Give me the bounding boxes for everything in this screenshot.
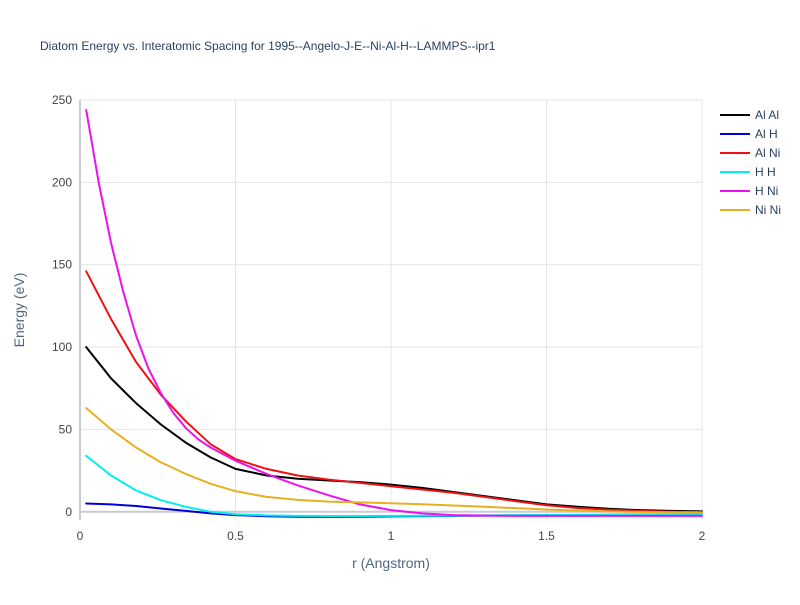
series-line-al-al <box>85 346 703 513</box>
x-tick-label: 2 <box>699 529 706 543</box>
grid-lines <box>80 99 703 520</box>
x-tick-label: 1 <box>388 529 395 543</box>
x-tick-label: 0.5 <box>227 529 244 543</box>
y-tick-label: 100 <box>52 340 72 354</box>
legend-label: Al Al <box>755 108 779 122</box>
x-axis-title: r (Angstrom) <box>352 555 430 571</box>
legend-item-al-ni[interactable]: Al Ni <box>720 146 780 160</box>
y-tick-label: 0 <box>65 505 72 519</box>
y-tick-label: 150 <box>52 258 72 272</box>
y-tick-label: 250 <box>52 93 72 107</box>
series-line-ni-ni <box>85 407 703 514</box>
y-tick-label: 50 <box>59 422 73 436</box>
legend-label: H H <box>755 165 776 179</box>
legend-item-h-ni[interactable]: H Ni <box>720 184 778 198</box>
legend-label: Ni Ni <box>755 203 781 217</box>
y-tick-label: 200 <box>52 175 72 189</box>
series-line-h-ni <box>85 108 703 517</box>
tick-labels: 0 0.5 1 1.5 2 0 50 100 150 200 250 <box>52 93 706 543</box>
legend-label: Al Ni <box>755 146 780 160</box>
legend-item-ni-ni[interactable]: Ni Ni <box>720 203 781 217</box>
legend-item-h-h[interactable]: H H <box>720 165 776 179</box>
series-line-al-ni <box>85 270 703 514</box>
x-tick-label: 0 <box>77 529 84 543</box>
legend[interactable]: Al Al Al H Al Ni H H H Ni Ni Ni <box>720 108 781 217</box>
legend-item-al-h[interactable]: Al H <box>720 127 778 141</box>
chart-title: Diatom Energy vs. Interatomic Spacing fo… <box>40 39 496 53</box>
legend-label: H Ni <box>755 184 778 198</box>
legend-item-al-al[interactable]: Al Al <box>720 108 779 122</box>
legend-label: Al H <box>755 127 778 141</box>
series-lines <box>85 108 703 518</box>
y-axis-title: Energy (eV) <box>11 273 27 348</box>
x-tick-label: 1.5 <box>538 529 555 543</box>
